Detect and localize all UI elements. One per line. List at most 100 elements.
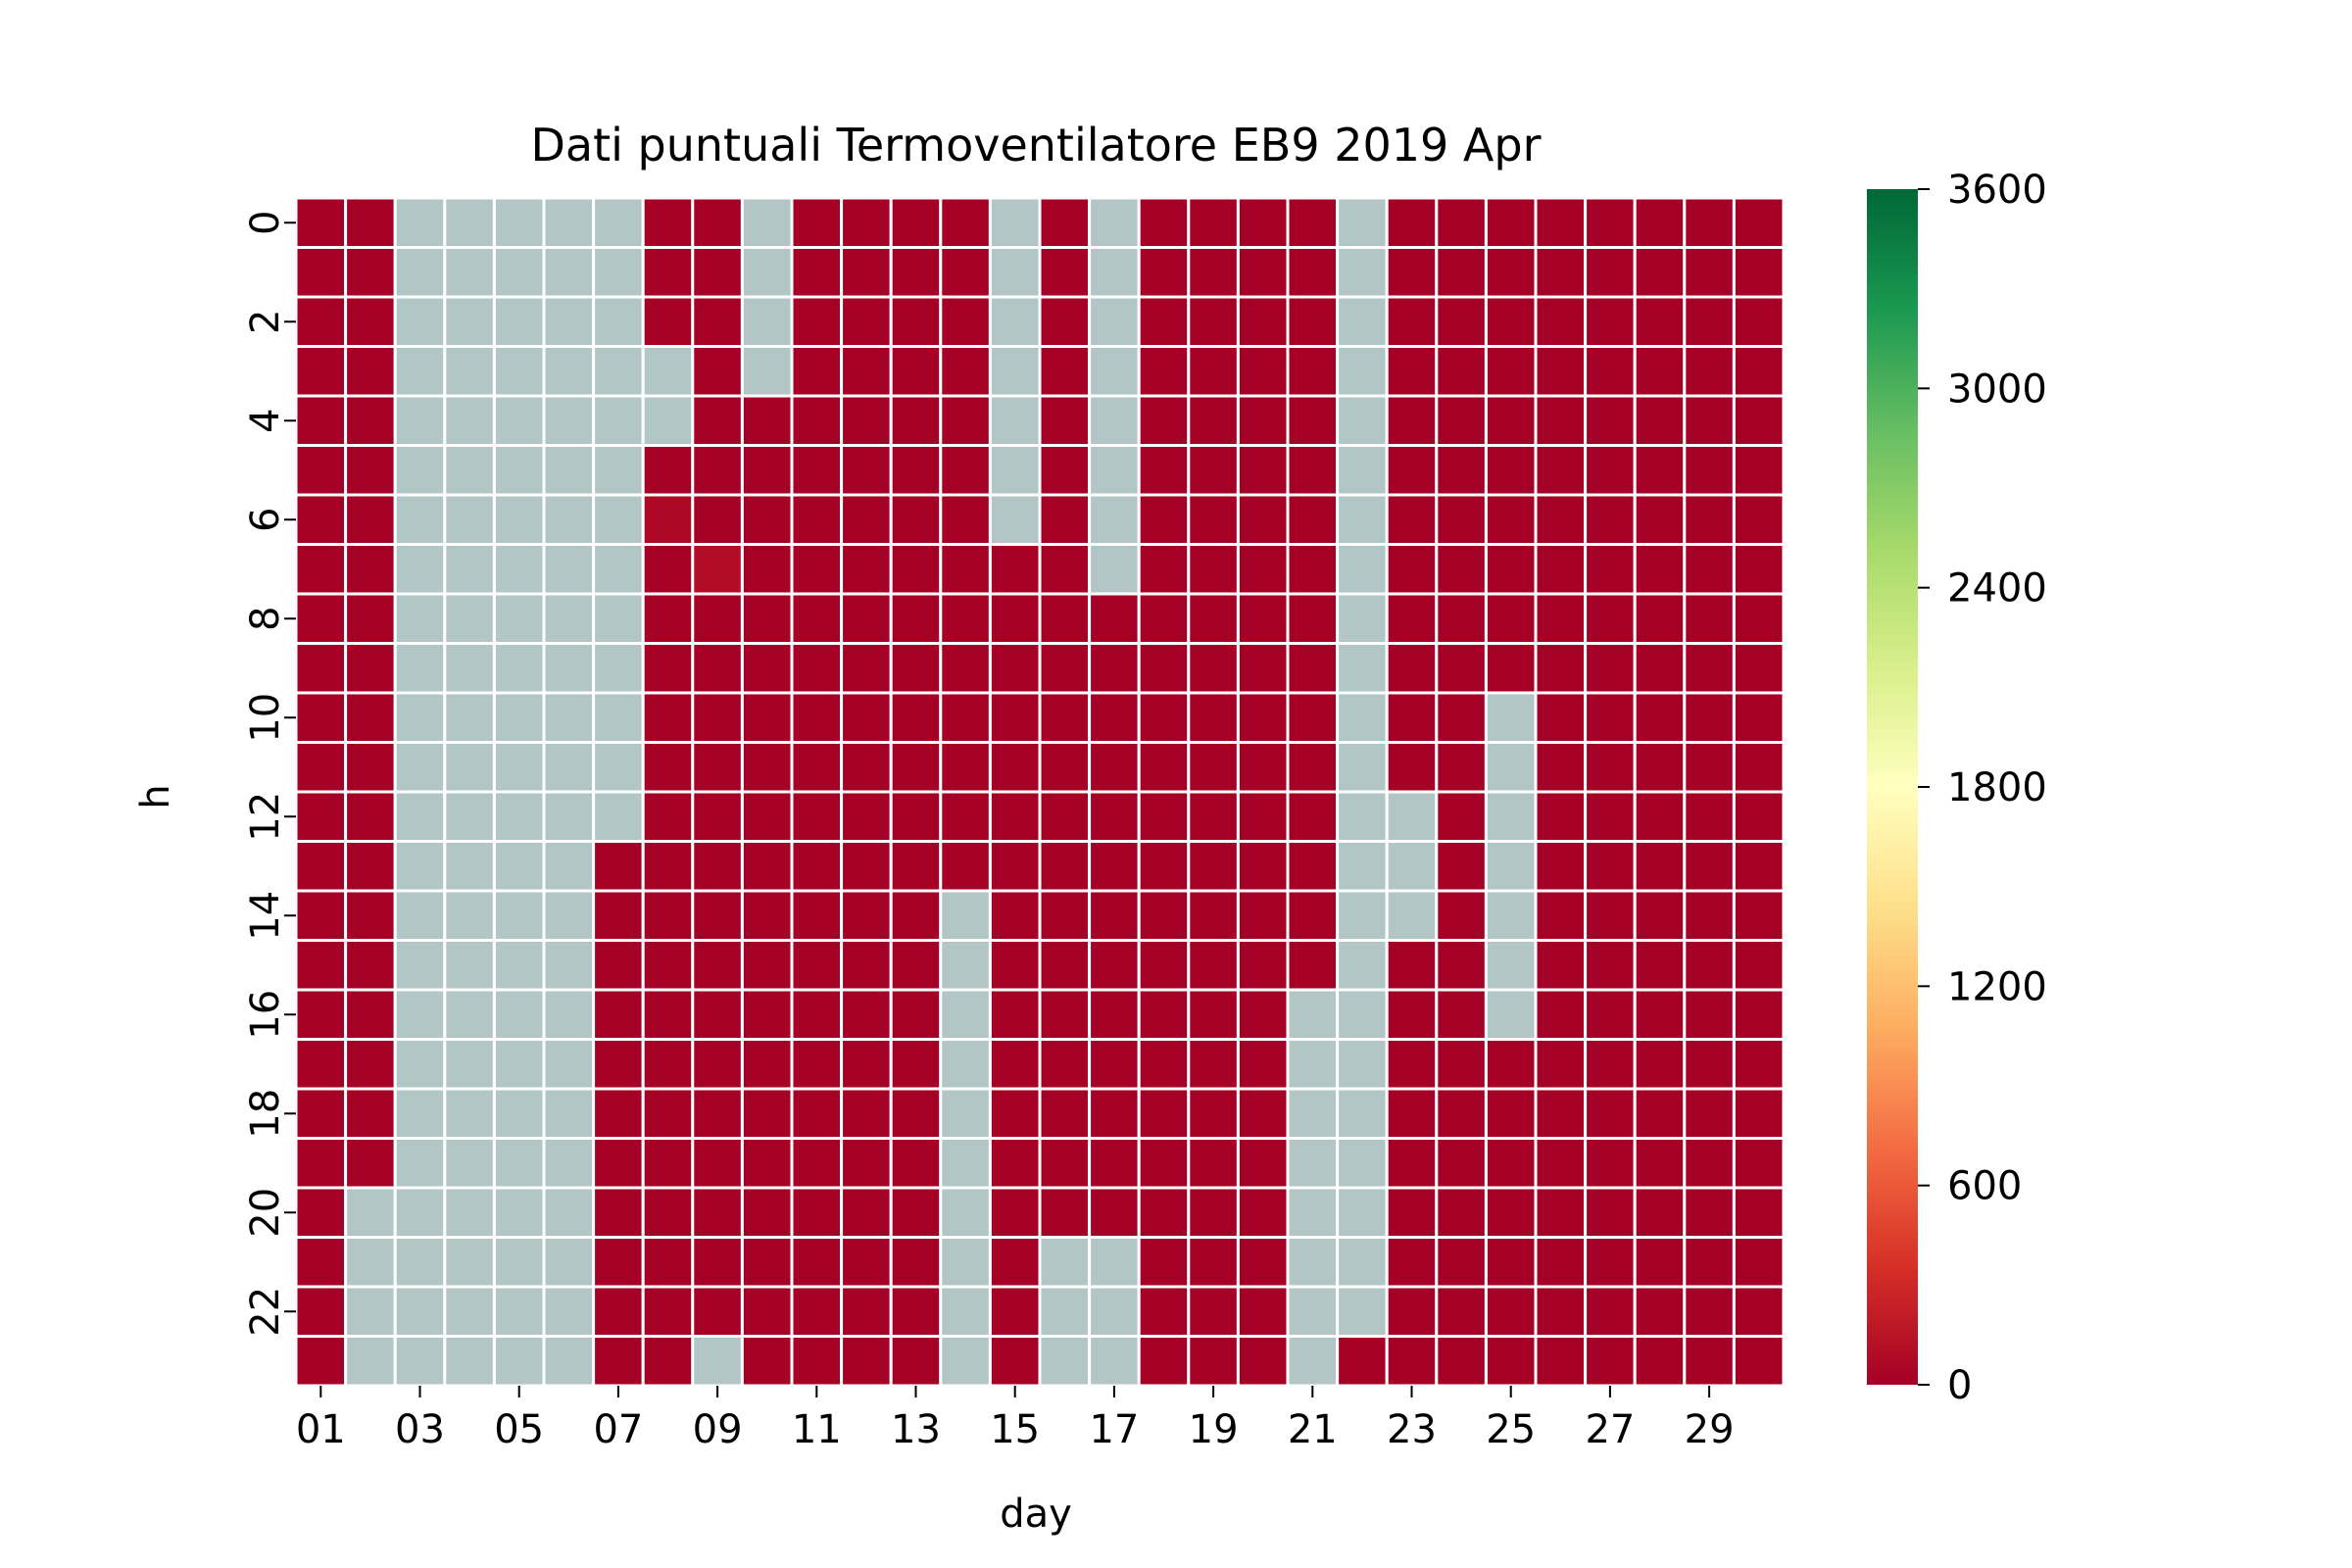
- heatmap-cell: [592, 1186, 645, 1239]
- heatmap-cell: [1732, 345, 1786, 398]
- heatmap-cell: [740, 1285, 794, 1338]
- heatmap-cell: [1732, 691, 1786, 744]
- heatmap-cell: [1534, 592, 1588, 645]
- heatmap-cell: [889, 988, 943, 1041]
- heatmap-cell: [1633, 1038, 1687, 1091]
- heatmap-cell: [939, 1038, 992, 1091]
- heatmap-cell: [492, 790, 546, 843]
- heatmap-cell: [1584, 1137, 1637, 1190]
- heatmap-cell: [1137, 1038, 1191, 1091]
- heatmap-cell: [1683, 840, 1736, 893]
- heatmap-cell: [691, 394, 744, 447]
- heatmap-cell: [1187, 493, 1240, 546]
- heatmap-cell: [542, 1285, 596, 1338]
- heatmap-cell: [1484, 444, 1538, 497]
- heatmap-cell: [443, 1335, 496, 1388]
- heatmap-cell: [1435, 295, 1488, 348]
- heatmap-cell: [740, 543, 794, 596]
- heatmap-cell: [1137, 394, 1191, 447]
- heatmap-cell: [542, 691, 596, 744]
- heatmap-cell: [443, 246, 496, 299]
- heatmap-cell: [641, 493, 695, 546]
- heatmap-cell: [1088, 988, 1141, 1041]
- heatmap-cell: [1286, 1285, 1340, 1338]
- y-tick-label: 14: [243, 891, 288, 941]
- colorbar-tick-label: 2400: [1947, 566, 2047, 612]
- heatmap-cell: [492, 196, 546, 249]
- heatmap-cell: [1236, 741, 1290, 794]
- heatmap-cell: [1732, 988, 1786, 1041]
- heatmap-cell: [344, 592, 397, 645]
- colorbar-ticks: 0 600 1200 1800 2400 3000 3600: [1918, 168, 2047, 1408]
- heatmap-cell: [1633, 543, 1687, 596]
- heatmap-cell: [1385, 1186, 1439, 1239]
- y-tick-label: 20: [243, 1188, 288, 1238]
- heatmap-cell: [1435, 642, 1488, 695]
- heatmap-cell: [1385, 1236, 1439, 1289]
- heatmap-cell: [1435, 790, 1488, 843]
- heatmap-cell: [592, 939, 645, 992]
- heatmap-cell: [294, 444, 348, 497]
- heatmap-cell: [641, 394, 695, 447]
- heatmap-cell: [1584, 790, 1637, 843]
- heatmap-cell: [790, 1186, 844, 1239]
- heatmap-cell: [1236, 543, 1290, 596]
- heatmap-cell: [1286, 889, 1340, 942]
- heatmap-cell: [691, 345, 744, 398]
- heatmap-cell: [1584, 246, 1637, 299]
- heatmap-cell: [1732, 642, 1786, 695]
- heatmap-cell: [592, 840, 645, 893]
- heatmap-cell: [542, 988, 596, 1041]
- heatmap-cell: [840, 493, 893, 546]
- heatmap-cell: [294, 1285, 348, 1338]
- heatmap-cell: [988, 246, 1042, 299]
- heatmap-cell: [790, 939, 844, 992]
- heatmap-cell: [691, 988, 744, 1041]
- heatmap-cell: [1683, 1335, 1736, 1388]
- heatmap-cell: [542, 196, 596, 249]
- heatmap-cell: [1484, 790, 1538, 843]
- heatmap-cell: [443, 840, 496, 893]
- heatmap-cell: [1732, 543, 1786, 596]
- heatmap-cell: [344, 196, 397, 249]
- heatmap-cell: [988, 889, 1042, 942]
- heatmap-cell: [592, 889, 645, 942]
- heatmap-cell: [691, 642, 744, 695]
- heatmap-cell: [1336, 939, 1389, 992]
- heatmap-cell: [1385, 592, 1439, 645]
- y-axis-ticks: 0 2 4 6 8 10 12 14 16 18 20 22: [243, 211, 296, 1337]
- heatmap-cell: [1683, 988, 1736, 1041]
- heatmap-cell: [939, 1236, 992, 1289]
- heatmap-cell: [939, 939, 992, 992]
- heatmap-cell: [542, 394, 596, 447]
- heatmap-cell: [1336, 741, 1389, 794]
- heatmap-cell: [393, 444, 447, 497]
- heatmap-cell: [1633, 988, 1687, 1041]
- heatmap-cell: [1088, 543, 1141, 596]
- heatmap-cell: [1187, 1186, 1240, 1239]
- heatmap-cell: [1236, 1137, 1290, 1190]
- heatmap-cell: [691, 889, 744, 942]
- heatmap-cell: [790, 988, 844, 1041]
- heatmap-cell: [1187, 592, 1240, 645]
- heatmap-cell: [344, 1038, 397, 1091]
- heatmap-cell: [740, 939, 794, 992]
- heatmap-cell: [939, 889, 992, 942]
- heatmap-cell: [1336, 493, 1389, 546]
- heatmap-cell: [740, 790, 794, 843]
- heatmap-cell: [393, 939, 447, 992]
- heatmap-cell: [988, 1087, 1042, 1140]
- heatmap-cell: [1435, 691, 1488, 744]
- heatmap-cell: [1038, 444, 1092, 497]
- x-tick-label: 05: [494, 1407, 544, 1452]
- heatmap-cell: [1187, 889, 1240, 942]
- heatmap-cell: [988, 642, 1042, 695]
- heatmap-cell: [641, 295, 695, 348]
- heatmap-cell: [492, 642, 546, 695]
- heatmap-cell: [1088, 592, 1141, 645]
- heatmap-cell: [1385, 889, 1439, 942]
- heatmap-cell: [840, 691, 893, 744]
- heatmap-cell: [740, 196, 794, 249]
- heatmap-cell: [1286, 444, 1340, 497]
- heatmap-cell: [1534, 1087, 1588, 1140]
